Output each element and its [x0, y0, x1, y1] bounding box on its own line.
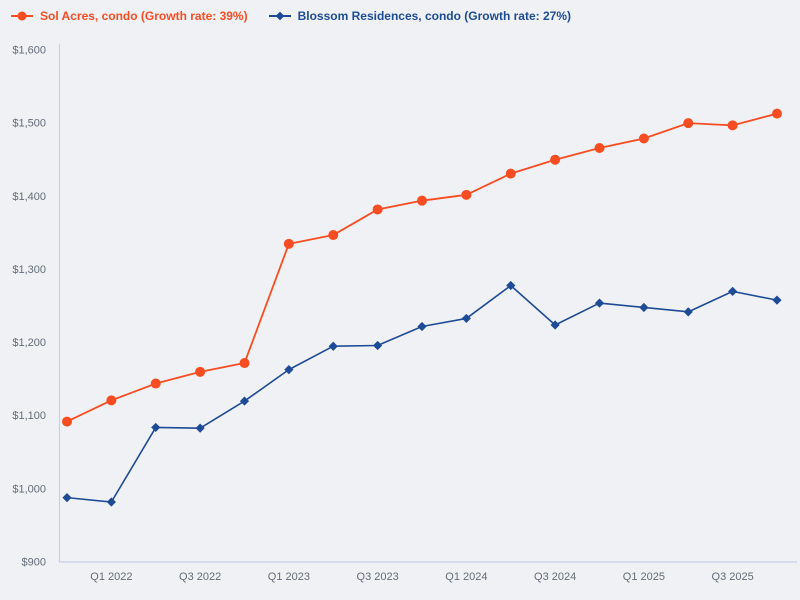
data-point-marker [150, 378, 161, 389]
data-point-marker [683, 307, 693, 317]
data-point-marker [239, 396, 250, 406]
data-point-marker [727, 120, 738, 131]
x-tick-label: Q1 2025 [623, 571, 665, 583]
data-point-marker [461, 313, 471, 324]
data-point-marker [373, 340, 383, 351]
data-point-marker [506, 280, 516, 291]
data-point-marker [728, 286, 738, 296]
x-tick-label: Q1 2022 [90, 571, 132, 583]
y-tick-label: $900 [22, 557, 46, 569]
data-point-marker [639, 302, 649, 313]
series-line-blossom-residences-condo [66, 284, 778, 503]
y-tick-label: $1,600 [12, 45, 46, 57]
series-blossom-residences-condo [62, 280, 782, 507]
data-point-marker [151, 422, 161, 433]
x-tick-label: Q3 2025 [712, 571, 754, 583]
data-point-marker [594, 298, 605, 308]
y-tick-label: $1,100 [12, 410, 46, 422]
y-axis-labels: $900 $1,000 $1,100 $1,200 $1,300 $1,400 $1,500… [12, 45, 46, 569]
data-point-marker [772, 108, 782, 119]
data-point-marker [550, 154, 561, 165]
data-point-marker [239, 358, 250, 369]
data-point-marker [550, 320, 560, 330]
data-point-marker [772, 295, 782, 305]
x-tick-label: Q1 2024 [445, 571, 487, 583]
legend-label-sol-acres: Sol Acres, condo (Growth rate: 39%) [40, 9, 248, 23]
data-point-marker [62, 416, 72, 427]
data-point-marker [417, 195, 427, 206]
x-tick-label: Q3 2022 [179, 571, 221, 583]
data-point-marker [195, 366, 206, 377]
y-tick-label: $1,500 [12, 118, 46, 130]
circle-marker-icon [11, 11, 33, 21]
chart-axes [58, 44, 797, 563]
data-point-marker [638, 133, 649, 144]
chart-legend: Sol Acres, condo (Growth rate: 39%) Blos… [10, 9, 571, 23]
data-point-marker [461, 189, 472, 200]
data-point-marker [594, 143, 605, 154]
series-sol-acres-condo [62, 108, 782, 427]
data-point-marker [106, 395, 117, 406]
data-point-marker [328, 341, 338, 351]
data-point-marker [62, 493, 72, 503]
legend-item-sol-acres[interactable]: Sol Acres, condo (Growth rate: 39%) [10, 9, 248, 23]
y-tick-label: $1,300 [12, 264, 46, 276]
data-point-marker [328, 230, 339, 241]
y-tick-label: $1,200 [12, 337, 46, 349]
data-point-marker [106, 497, 116, 507]
legend-item-blossom-residences[interactable]: Blossom Residences, condo (Growth rate: … [268, 9, 571, 23]
y-tick-label: $1,400 [12, 191, 46, 203]
x-tick-label: Q3 2024 [534, 571, 576, 583]
x-tick-label: Q3 2023 [357, 571, 399, 583]
x-tick-label: Q1 2023 [268, 571, 310, 583]
data-point-marker [195, 423, 205, 433]
data-point-marker [372, 204, 383, 215]
legend-label-blossom-residences: Blossom Residences, condo (Growth rate: … [297, 9, 571, 23]
series-line-sol-acres-condo [66, 112, 778, 423]
data-point-marker [683, 118, 694, 129]
x-axis-labels: Q1 2022 Q3 2022 Q1 2023 Q3 2023 Q1 2024 Q3 20… [90, 571, 753, 583]
diamond-marker-icon [268, 11, 291, 21]
y-tick-label: $1,000 [12, 483, 46, 495]
data-point-marker [505, 168, 516, 179]
data-point-marker [284, 365, 294, 375]
data-point-marker [417, 321, 427, 332]
data-point-marker [283, 238, 294, 249]
